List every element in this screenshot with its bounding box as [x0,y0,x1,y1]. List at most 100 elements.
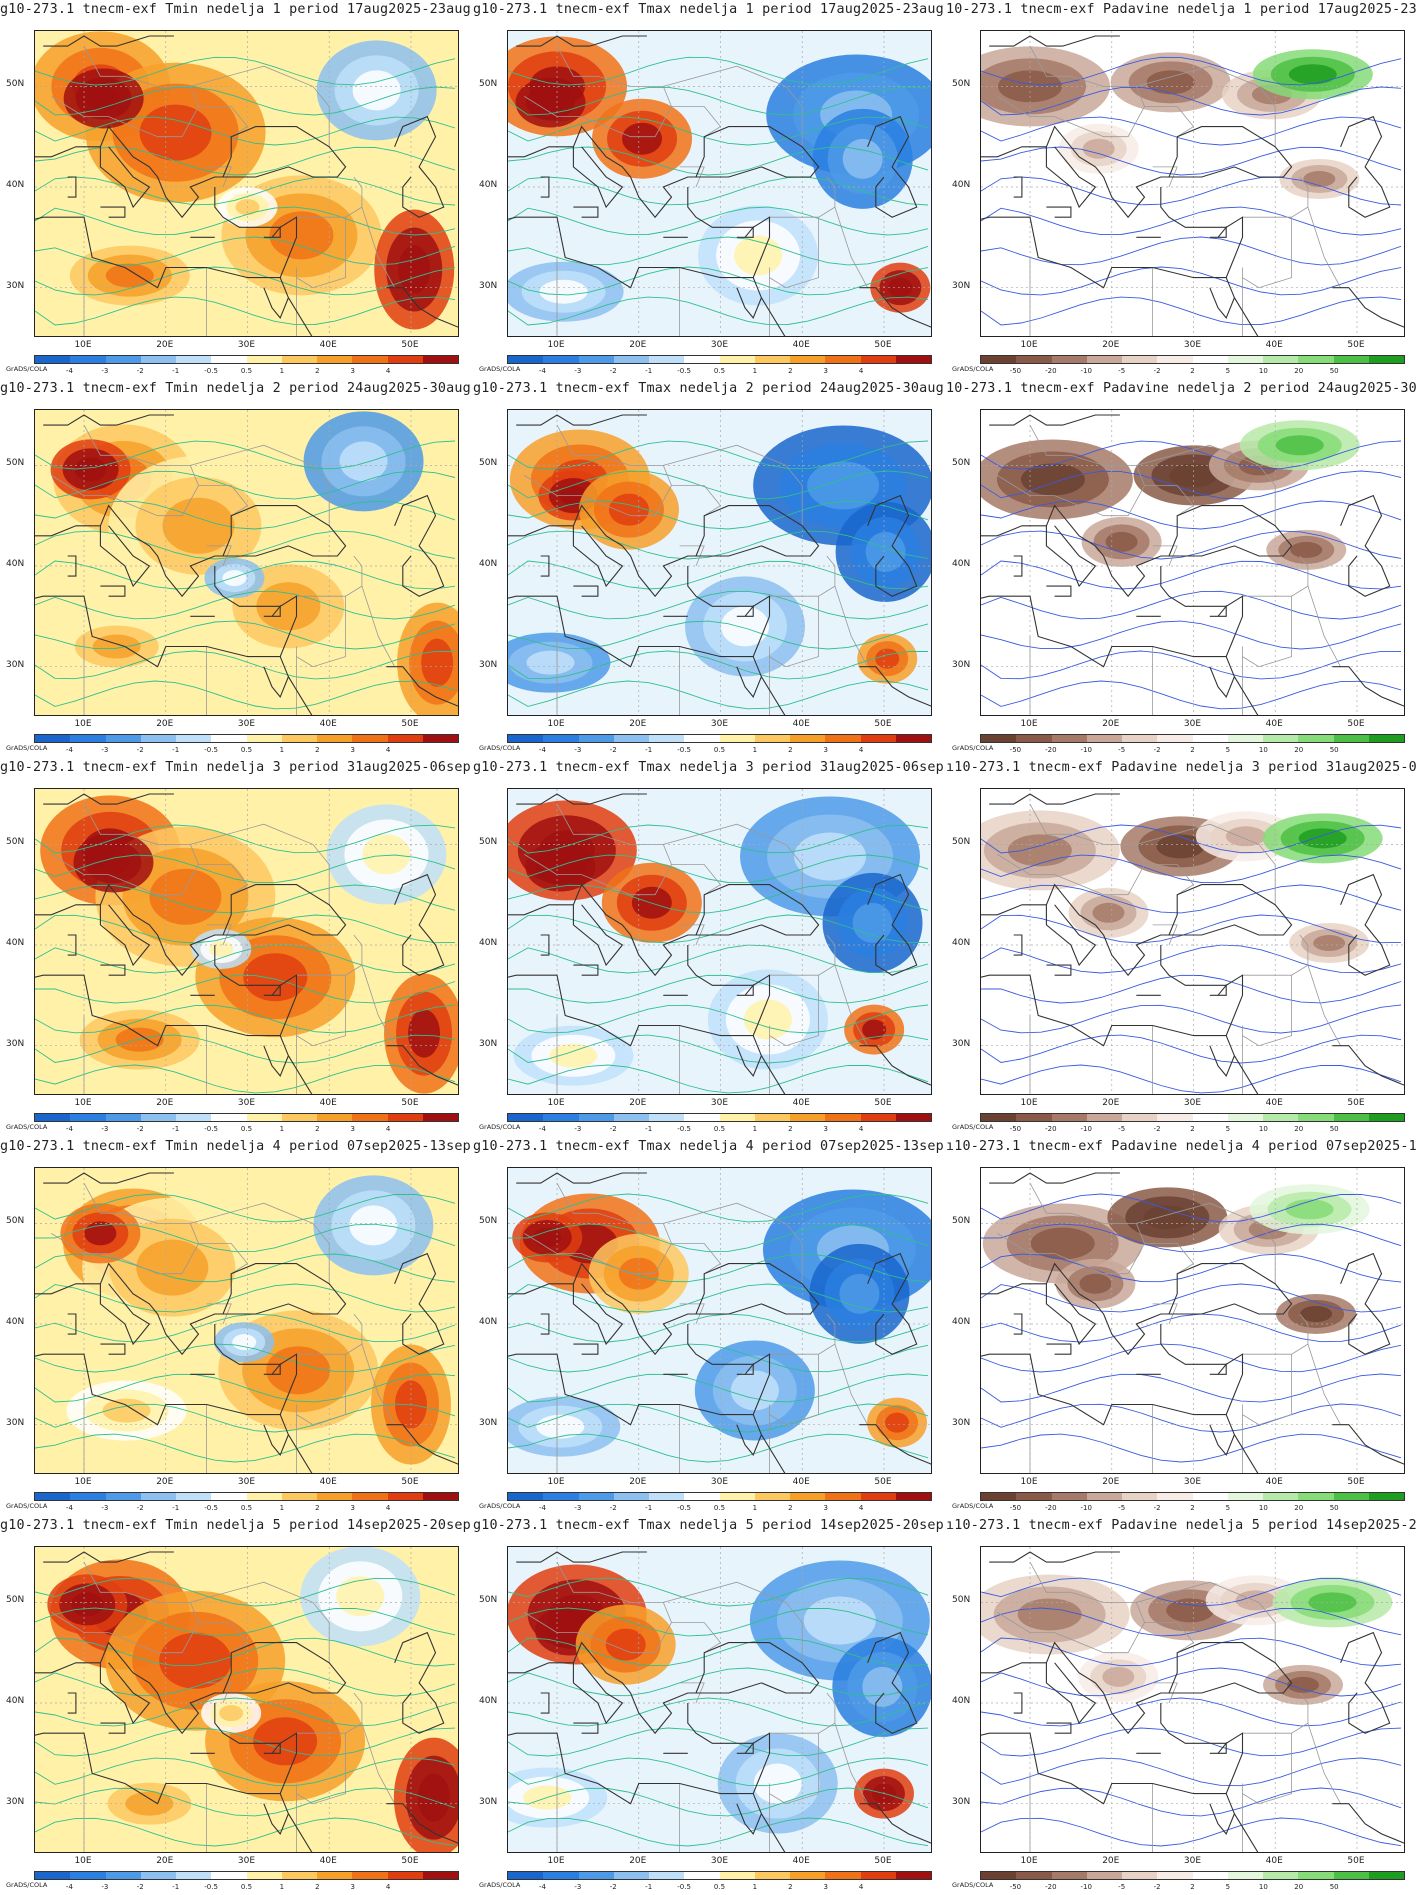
contour-line [35,1373,456,1403]
contour-line [981,530,1402,560]
colorbar-swatch [981,356,1017,363]
contour-line [35,470,456,500]
coastline [736,1035,762,1077]
colorbar-tick-label: -2 [136,1125,144,1133]
country-border [1242,1692,1309,1734]
country-border [769,975,819,1047]
map-panel-tmin-week-3: g10-273.1 tnecm-exf Tmin nedelja 3 perio… [0,758,471,1137]
country-border [1242,596,1292,668]
colorbar-swatch [1051,1114,1087,1121]
coastline [287,676,313,715]
panel-title: g10-273.1 tnecm-exf Tmin nedelja 4 perio… [0,1139,471,1154]
contour-line [981,470,1402,500]
country-border [769,934,836,976]
coastline [981,945,1244,1047]
colorbar-tick-label: -3 [101,1504,109,1512]
colorbar-tick-label: -4 [538,1883,546,1891]
colorbar-tick-label: -10 [1080,1504,1092,1512]
coastline [263,983,281,996]
colorbar-tick-label: -4 [538,1125,546,1133]
country-border [1136,65,1276,147]
colorbar-tick-label: 3 [350,1125,355,1133]
longitude-label: 40E [319,1098,337,1108]
colorbar-tick-label: 50 [1329,1125,1339,1133]
longitude-label: 10E [74,1477,92,1487]
colorbar-swatch [1157,1114,1193,1121]
longitude-label: 30E [237,1477,256,1487]
colorbar-swatch [176,356,212,363]
colorbar-swatch [719,735,755,742]
longitude-label: 50E [1347,340,1365,350]
anomaly-area [1290,541,1323,558]
colorbar-tick-label: -4 [65,1125,73,1133]
contour-line [508,1373,929,1403]
coastline [859,287,931,328]
colorbar-swatch [719,356,755,363]
contour-line [981,206,1402,236]
latitude-label: 40N [6,180,25,191]
colorbar-swatch [1086,735,1122,742]
country-border [834,964,868,1046]
map-canvas [35,789,458,1094]
latitude-label: 30N [6,1038,25,1049]
coastline [572,1283,624,1346]
anomaly-area [526,650,575,675]
coastline [100,1343,126,1355]
colorbar-swatch [895,1114,931,1121]
colorbar-tick-label: 1 [279,1125,285,1133]
country-border [361,1722,395,1804]
coastline [1209,656,1235,698]
contour-line [981,1403,1402,1433]
coastline [394,873,445,976]
contour-line [508,854,929,884]
anomaly-area [1017,1598,1082,1631]
coastline [508,187,771,289]
coastline [508,125,820,219]
coastline [573,1343,599,1355]
colorbar-swatch [543,735,579,742]
colorbar-swatch [1122,1493,1158,1500]
colorbar-tick-label: -5 [1118,367,1126,375]
anomaly-area [1030,1227,1095,1260]
contour-line [981,1727,1402,1757]
country-border [51,1182,199,1275]
colorbar-tick-label: -1 [172,1504,180,1512]
longitude-label: 50E [401,1477,419,1487]
contour-line [508,116,929,146]
colorbar-tick-label: 1 [279,1504,285,1512]
anomaly-area [1105,531,1138,552]
map-panel-tmax-week-2: g10-273.1 tnecm-exf Tmax nedelja 2 perio… [473,379,944,758]
contour-line [35,1637,456,1667]
colorbar-tick-label: -2 [136,746,144,754]
country-border [1242,975,1292,1047]
colorbar-tick-label: -3 [574,1883,582,1891]
latitude-label: 50N [952,1216,971,1227]
contour-line [35,1253,456,1283]
country-border [296,1692,363,1734]
colorbar-swatch [1333,1493,1369,1500]
longitude-label: 40E [319,340,337,350]
contour-line [981,884,1402,914]
colorbar-tick-label: 2 [788,1883,793,1891]
colorbar-tick-label: 2 [315,367,320,375]
anomaly-area [794,832,867,881]
colorbar-swatch [754,1872,790,1879]
country-border [296,555,363,597]
colorbar-tick-label: 2 [315,746,320,754]
colorbar-tick-label: 0.5 [240,367,253,375]
coastline [508,1324,771,1426]
coastline [572,1662,624,1725]
colorbar-swatch [649,735,685,742]
latitude-label: 40N [479,559,498,570]
colorbar-swatch [684,1493,720,1500]
longitude-label: 40E [1265,1098,1283,1108]
colorbar-swatch [1157,735,1193,742]
colorbar-tick-label: -1 [172,1883,180,1891]
coastline [508,566,771,668]
country-border [524,1182,672,1275]
coastline [760,1434,786,1473]
contour-line [35,1697,456,1727]
coastline [386,287,458,328]
longitude-label: 20E [629,340,647,350]
latitude-label: 30N [952,1417,971,1428]
